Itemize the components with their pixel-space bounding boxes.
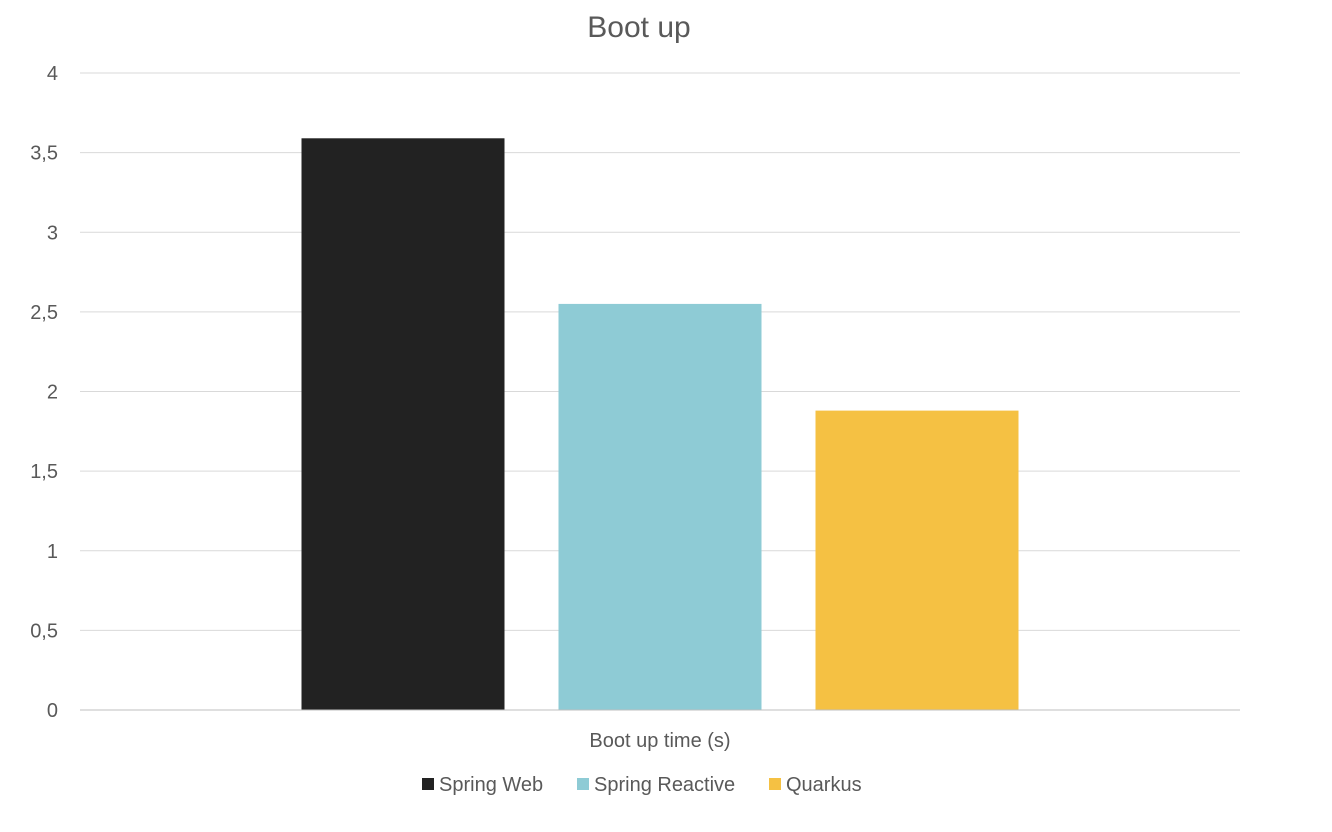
y-tick-label: 2,5 [30, 302, 58, 324]
legend-swatch [422, 778, 434, 790]
bar-spring-reactive [558, 303, 762, 710]
x-axis-category-labels: Boot up time (s) [589, 730, 730, 752]
y-tick-label: 1 [47, 541, 58, 563]
y-tick-label: 0 [47, 700, 58, 722]
legend-label: Spring Reactive [594, 774, 735, 796]
y-tick-label: 3,5 [30, 143, 58, 165]
bar-quarkus [815, 410, 1019, 710]
x-category-label: Boot up time (s) [589, 730, 730, 752]
bar-spring-web [301, 138, 505, 711]
legend-item-quarkus: Quarkus [769, 774, 862, 796]
chart-title: Boot up [587, 11, 690, 44]
y-axis-tick-labels: 0 0,5 1 1,5 2 2,5 3 3,5 4 [30, 63, 58, 722]
legend-item-spring-reactive: Spring Reactive [577, 774, 735, 796]
legend-swatch [769, 778, 781, 790]
y-tick-label: 1,5 [30, 461, 58, 483]
bars [301, 138, 1019, 711]
y-tick-label: 0,5 [30, 620, 58, 642]
legend-label: Quarkus [786, 774, 862, 796]
legend: Spring Web Spring Reactive Quarkus [422, 774, 862, 796]
y-tick-label: 4 [47, 63, 58, 85]
legend-swatch [577, 778, 589, 790]
y-tick-label: 3 [47, 222, 58, 244]
y-tick-label: 2 [47, 382, 58, 404]
legend-item-spring-web: Spring Web [422, 774, 543, 796]
legend-label: Spring Web [439, 774, 543, 796]
